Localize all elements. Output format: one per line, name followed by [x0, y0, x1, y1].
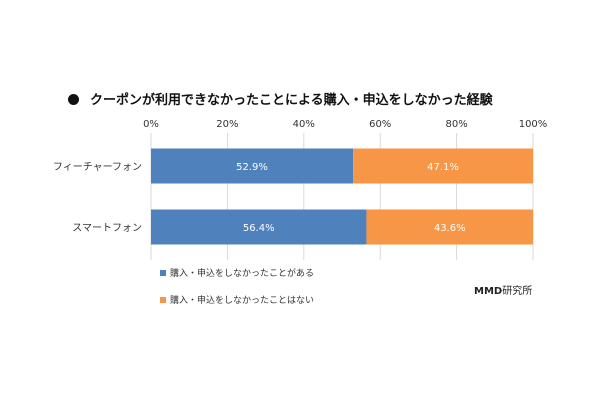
legend-label-yes: 購入・申込をしなかったことがある: [170, 269, 315, 279]
legend-label-no: 購入・申込をしなかったことはない: [170, 296, 315, 306]
source-credit: MMD研究所: [474, 282, 532, 297]
source-suffix: 研究所: [502, 286, 533, 297]
x-tick-label: 0%: [143, 119, 159, 130]
x-tick-label: 20%: [216, 119, 238, 130]
chart-title: クーポンが利用できなかったことによる購入・申込をしなかった経験: [90, 93, 493, 108]
x-tick-label: 80%: [445, 119, 467, 130]
x-tick-label: 60%: [369, 119, 391, 130]
legend-item-no: 購入・申込をしなかったことはない: [160, 293, 314, 306]
x-tick-label: 40%: [293, 119, 315, 130]
bar-segment: [366, 209, 533, 245]
data-label: 47.1%: [427, 162, 459, 173]
data-label: 43.6%: [434, 223, 466, 234]
title-bullet-icon: [68, 94, 79, 105]
bar-segment: [151, 148, 354, 184]
x-tick-label: 100%: [519, 119, 548, 130]
legend-item-yes: 購入・申込をしなかったことがある: [160, 266, 314, 279]
legend-swatch-no: [160, 296, 166, 303]
category-label: スマートフォン: [72, 223, 142, 234]
legend-swatch-yes: [160, 269, 166, 276]
bar-segment: [353, 148, 533, 184]
bar-segment: [151, 209, 367, 245]
source-brand: MMD: [474, 286, 503, 297]
data-label: 56.4%: [243, 223, 275, 234]
data-label: 52.9%: [236, 162, 268, 173]
category-label: フィーチャーフォン: [53, 161, 142, 173]
